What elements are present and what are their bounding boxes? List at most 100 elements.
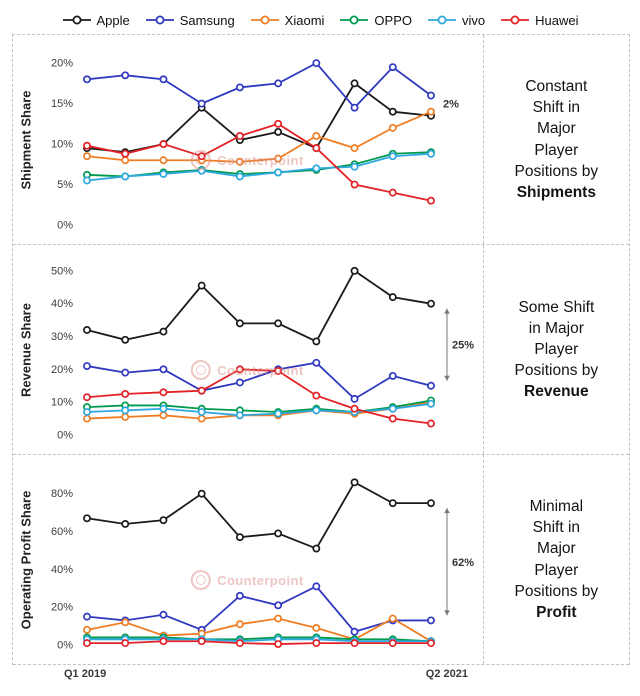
data-point-marker: [273, 614, 282, 623]
shipments-note-cell: Constant Shift in Major Player Positions…: [482, 35, 629, 244]
y-axis-title-shipment-share: Shipment Share: [18, 90, 34, 189]
profit-note: Minimal Shift in Major Player Positions …: [514, 496, 599, 622]
data-point-marker: [82, 362, 91, 371]
data-point-marker: [350, 266, 359, 275]
shipment-share-axis-title-cell: Shipment Share: [13, 35, 39, 244]
data-point-marker: [350, 103, 359, 112]
data-point-marker: [235, 411, 244, 420]
data-point-marker: [426, 299, 435, 308]
y-tick-label: 50%: [51, 265, 73, 277]
data-point-marker: [159, 411, 168, 420]
data-point-marker: [235, 639, 244, 648]
data-point-marker: [82, 75, 91, 84]
data-point-marker: [159, 610, 168, 619]
data-point-marker: [312, 544, 320, 553]
shipment-share-chart-area: 0% 5% 10% 15% 20% 2% Counterpoint: [39, 35, 483, 244]
data-point-marker: [273, 168, 282, 177]
data-point-marker: [426, 107, 435, 116]
data-point-marker: [235, 365, 244, 374]
data-point-marker: [120, 368, 129, 377]
operating-profit-share-chart-area: 0% 20% 40% 60% 80% 62% Counterpoint: [39, 455, 483, 664]
data-point-marker: [197, 414, 206, 423]
data-point-marker: [350, 627, 359, 636]
note-bold-word: Revenue: [524, 383, 589, 401]
data-point-marker: [197, 281, 206, 290]
data-point-marker: [312, 144, 320, 153]
series-huawei-line: [82, 119, 435, 205]
data-point-marker: [82, 408, 91, 416]
charts-grid: Shipment Share 0% 5% 10% 15% 20% 2% Counterpo…: [12, 34, 630, 665]
y-tick-label: 5%: [57, 179, 73, 191]
y-tick-label: 20%: [51, 602, 73, 614]
revenue-note-cell: Some Shift in Major Player Positions by …: [482, 245, 629, 454]
shipment-share-row: Shipment Share 0% 5% 10% 15% 20% 2% Counterpo…: [13, 35, 629, 245]
data-point-marker: [350, 394, 359, 403]
legend-item-oppo: OPPO: [339, 13, 412, 28]
revenue-share-axis-title-cell: Revenue Share: [13, 245, 39, 454]
gap-arrow: 62%: [443, 508, 474, 616]
data-point-marker: [426, 149, 435, 158]
data-point-marker: [197, 99, 206, 108]
data-point-marker: [426, 196, 435, 205]
legend-item-huawei: Huawei: [500, 13, 578, 28]
data-point-marker: [159, 156, 168, 165]
data-point-marker: [82, 514, 91, 523]
data-point-marker: [159, 75, 168, 84]
data-point-marker: [273, 127, 282, 136]
data-point-marker: [388, 152, 397, 161]
x-axis-end-label: Q2 2021: [425, 668, 468, 680]
data-point-marker: [273, 367, 282, 375]
operating-profit-share-chart: 0% 20% 40% 60% 80% 62%: [51, 478, 474, 652]
data-point-marker: [273, 601, 282, 610]
data-point-marker: [426, 399, 435, 408]
data-point-marker: [388, 639, 397, 648]
y-tick-label: 0%: [57, 640, 73, 652]
series-apple-line: [82, 79, 435, 157]
data-point-marker: [120, 156, 129, 165]
data-point-marker: [82, 393, 91, 402]
legend-label: Xiaomi: [284, 12, 325, 28]
shipments-note: Constant Shift in Major Player Positions…: [514, 76, 599, 202]
gap-label: 25%: [452, 340, 474, 352]
y-tick-label: 40%: [51, 298, 73, 310]
y-tick-label: 0%: [57, 220, 73, 232]
series-samsung-line: [82, 358, 435, 403]
legend-label: Samsung: [179, 12, 235, 28]
legend: Apple Samsung Xiaomi OPPO vivo Huawei: [0, 0, 640, 34]
data-point-marker: [388, 188, 397, 197]
data-point-marker: [120, 618, 129, 627]
series-samsung-line: [82, 59, 435, 112]
data-point-marker: [312, 358, 320, 367]
data-point-marker: [350, 639, 359, 648]
legend-marker-icon: [501, 15, 530, 25]
data-point-marker: [388, 404, 397, 413]
legend-item-vivo: vivo: [427, 13, 485, 28]
data-point-marker: [235, 591, 244, 600]
data-point-marker: [120, 639, 129, 648]
data-point-marker: [350, 162, 359, 171]
data-point-marker: [350, 144, 359, 153]
legend-item-xiaomi: Xiaomi: [250, 12, 325, 28]
data-point-marker: [426, 91, 435, 100]
note-bold-word: Shipments: [516, 183, 596, 201]
data-point-marker: [82, 612, 91, 621]
data-point-marker: [197, 152, 206, 161]
data-point-marker: [197, 166, 206, 175]
data-point-marker: [388, 107, 397, 116]
data-point-marker: [388, 499, 397, 508]
data-point-marker: [312, 639, 320, 648]
data-point-marker: [388, 293, 397, 302]
data-point-marker: [120, 172, 129, 181]
revenue-share-chart-area: 0% 10% 20% 30% 40% 50% 25% Counterpoint: [39, 245, 483, 454]
legend-marker-icon: [428, 15, 456, 25]
y-axis-title-operating-profit-share: Operating Profit Share: [18, 490, 34, 629]
series-apple-line: [82, 478, 435, 553]
data-point-marker: [82, 414, 91, 423]
data-point-marker: [312, 59, 320, 68]
series-vivo-line: [82, 149, 435, 185]
data-point-marker: [159, 365, 168, 374]
data-point-marker: [388, 123, 397, 132]
data-point-marker: [197, 408, 206, 416]
revenue-share-row: Revenue Share 0% 10% 20% 30% 40% 50% 25% Count…: [13, 245, 629, 455]
